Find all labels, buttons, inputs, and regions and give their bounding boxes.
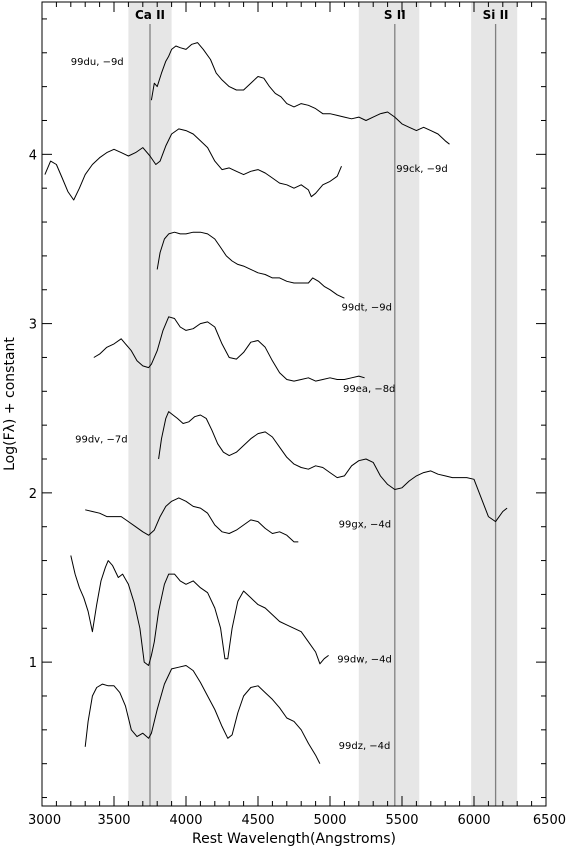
band-label-1: S II [384,8,406,22]
marker-lines [149,24,497,806]
x-tick-label: 3500 [97,813,130,828]
band-label-0: Ca II [135,8,165,22]
band-2 [471,2,518,806]
series-label-2: 99dt, −9d [342,303,392,314]
series-line-1 [44,128,342,201]
series-line-2 [156,231,345,299]
highlight-bands [128,2,518,806]
y-tick-label: 3 [29,318,37,333]
x-axis-label: Rest Wavelength(Angstroms) [192,831,396,847]
x-tick-label: 5500 [385,813,418,828]
plot-frame [41,1,547,807]
spectra-series [44,42,508,764]
series-label-4: 99dv, −7d [75,435,127,446]
series-line-7 [84,665,321,764]
series-label-3: 99ea, −8d [343,384,395,395]
series-line-4 [158,411,508,523]
x-tick-label: 6500 [533,813,566,828]
series-line-5 [85,497,299,543]
series-label-6: 99dw, −4d [337,655,392,666]
y-axis-label: Log(Fλ) + constant [2,337,18,471]
x-tick-label: 6000 [457,813,490,828]
series-line-0 [150,42,450,145]
series-label-0: 99du, −9d [71,57,124,68]
y-tick-label: 4 [29,148,37,163]
series-label-5: 99gx, −4d [339,519,391,530]
series-label-7: 99dz, −4d [339,741,391,752]
series-label-1: 99ck, −9d [396,164,447,175]
band-1 [358,2,420,806]
series-line-3 [93,316,365,382]
y-tick-label: 1 [29,656,37,671]
series-labels: Ca II S II Si II 99du, −9d 99ck, −9d 99dt, −9… [71,8,509,752]
y-tick-label: 2 [29,487,37,502]
x-tick-label: 4500 [241,813,274,828]
x-tick-label: 5000 [313,813,346,828]
band-label-2: Si II [483,8,509,22]
x-tick-label: 3000 [28,813,61,828]
axis-ticks: 3000 3500 4000 4500 5000 5500 6000 6500 1 2 3 4 [28,2,566,828]
x-tick-label: 4000 [169,813,202,828]
series-line-6 [70,555,329,666]
